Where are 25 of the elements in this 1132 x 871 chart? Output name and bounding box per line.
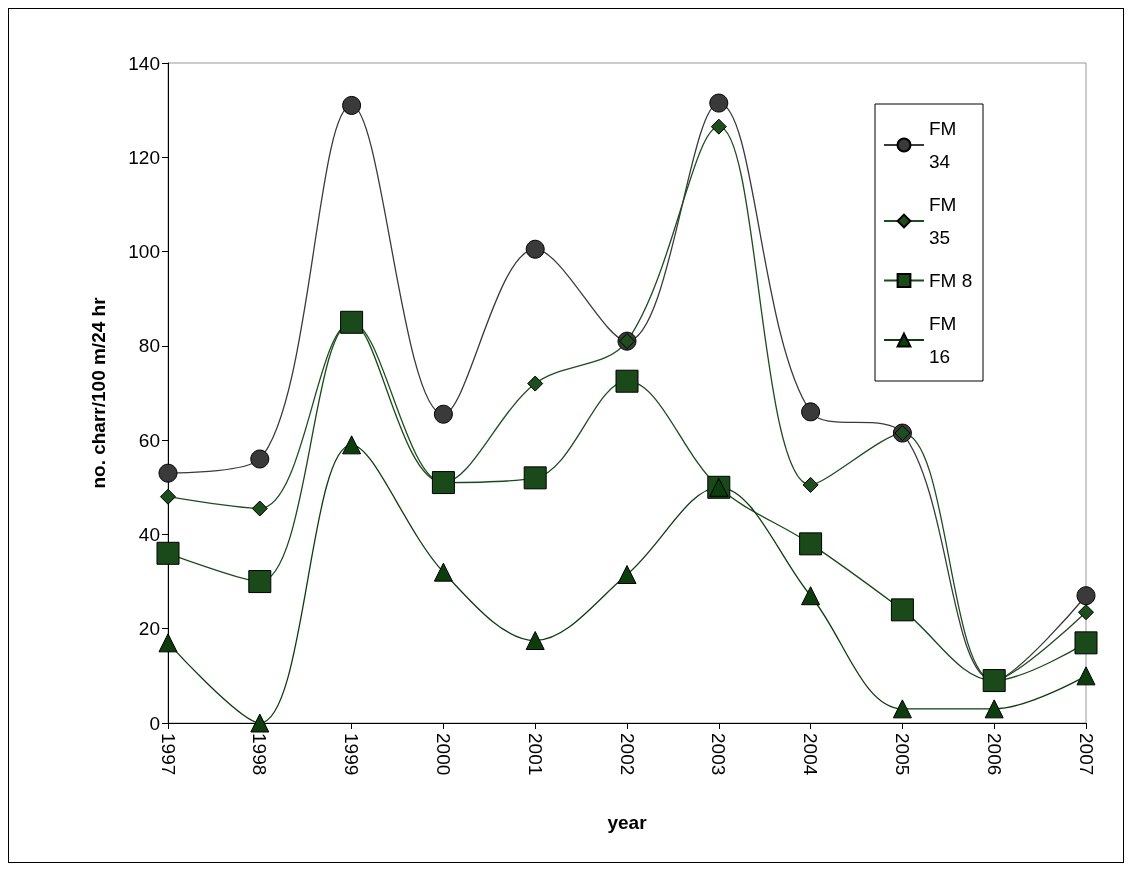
- legend-label: FM 34: [929, 118, 962, 172]
- legend-label: FM 16: [929, 313, 962, 367]
- y-tick-label: 40: [138, 523, 160, 545]
- y-tick-label: 0: [149, 712, 160, 734]
- y-tick-label: 140: [128, 52, 160, 74]
- x-tick-label: 1998: [249, 733, 271, 776]
- x-tick-label: 2001: [524, 733, 546, 776]
- y-tick-label: 120: [128, 146, 160, 168]
- x-tick-label: 2003: [708, 733, 730, 776]
- x-tick-label: 2002: [616, 733, 638, 776]
- y-tick-label: 80: [138, 335, 160, 357]
- x-tick-label: 2004: [800, 733, 822, 776]
- x-tick-label: 2006: [983, 733, 1005, 776]
- y-tick-label: 60: [138, 429, 160, 451]
- y-tick-label: 20: [138, 618, 160, 640]
- x-tick-label: 2000: [432, 733, 454, 776]
- x-tick-label: 1997: [157, 733, 179, 776]
- legend-label: FM 8: [929, 270, 973, 291]
- legend-label: FM 35: [929, 194, 962, 248]
- x-tick-label: 2007: [1075, 733, 1097, 776]
- y-axis-title: no. charr/100 m/24 hr: [88, 296, 109, 489]
- x-tick-label: 2005: [891, 733, 913, 776]
- x-tick-label: 1999: [341, 733, 363, 776]
- x-axis-title: year: [607, 812, 648, 833]
- y-tick-label: 100: [128, 241, 160, 263]
